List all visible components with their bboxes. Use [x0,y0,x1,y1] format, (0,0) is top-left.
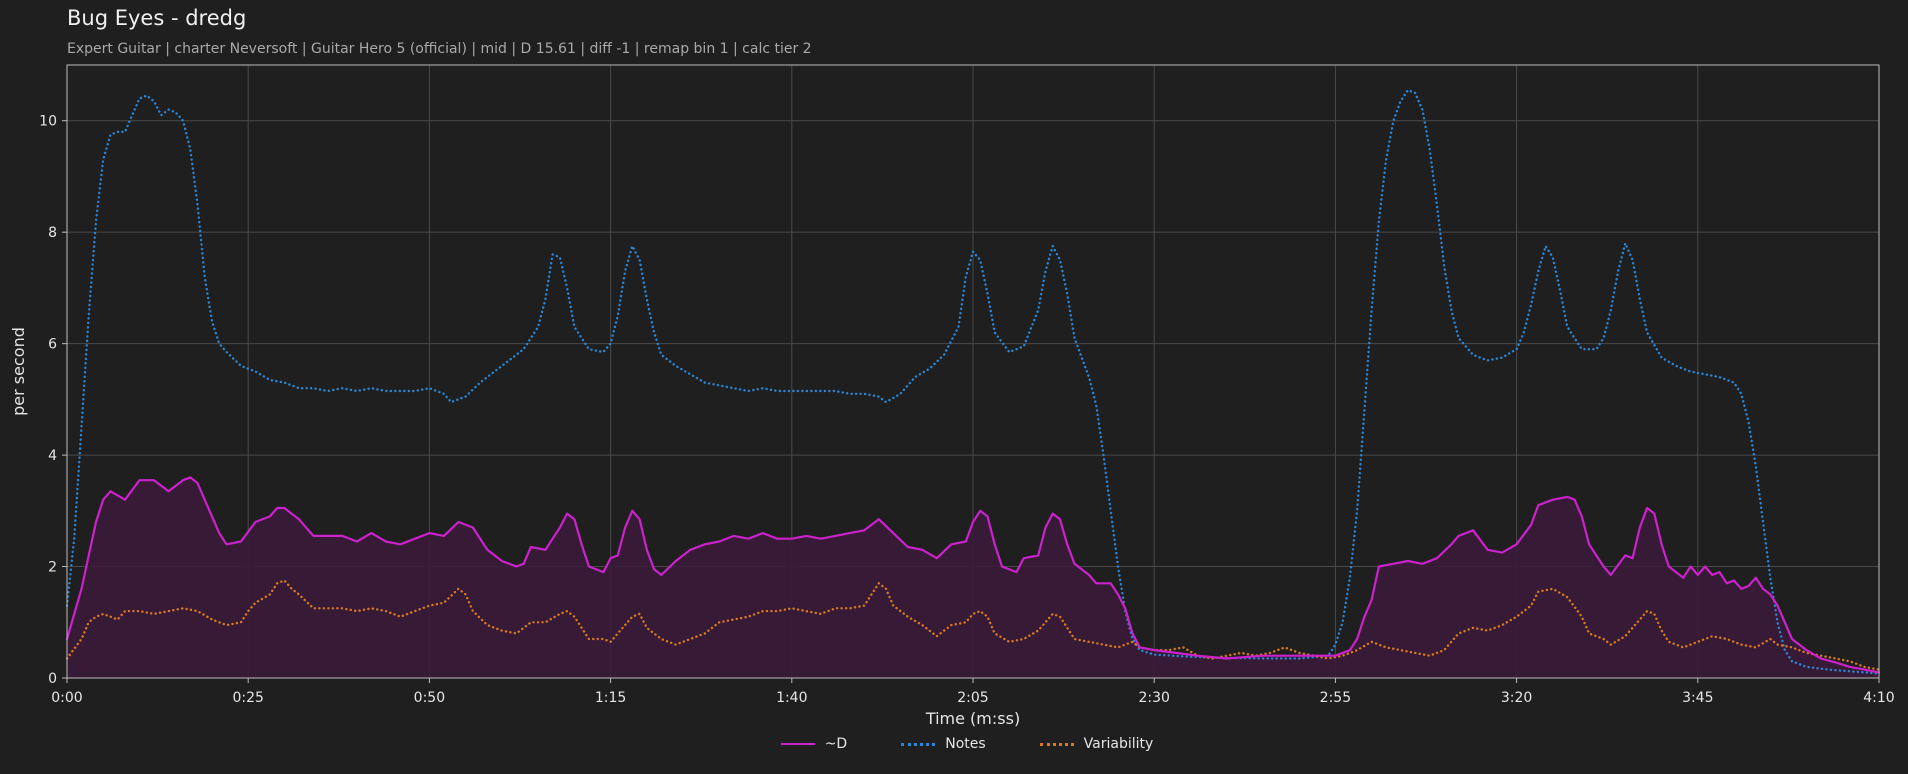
x-tick-label: 3:20 [1501,690,1532,706]
x-tick-label: 1:40 [776,690,807,706]
series-layer [65,88,1881,678]
series-fill-d [67,477,1879,678]
y-tick-label: 4 [48,448,57,464]
legend-label: Variability [1083,736,1154,752]
legend-label: ~D [824,736,848,752]
x-tick-label: 2:05 [957,690,988,706]
chart-title: Bug Eyes - dredg [67,6,247,30]
x-tick-label: 0:00 [51,690,82,706]
tick-labels: 0:00 0:25 0:50 1:15 1:40 2:05 2:30 2:55 3:20 3:45… [39,114,1895,706]
legend: ~D Notes Variability [0,736,1908,752]
legend-swatch [901,742,936,746]
y-tick-label: 10 [39,114,57,130]
x-tick-label: 0:50 [414,690,445,706]
x-tick-label: 2:55 [1320,690,1351,706]
x-tick-label: 4:10 [1863,690,1894,706]
x-tick-label: 0:25 [232,690,263,706]
x-tick-label: 1:15 [595,690,626,706]
legend-item-notes: Notes [875,736,986,752]
series-line-variability [65,579,1881,671]
y-tick-label: 0 [48,671,57,687]
y-tick-label: 8 [48,225,57,241]
legend-swatch [780,743,815,745]
y-axis-label: per second [9,327,28,416]
series-line-notes [65,88,1881,675]
y-tick-label: 2 [48,560,57,576]
x-axis-label: Time (m:ss) [925,709,1020,728]
legend-item-variability: Variability [1014,736,1154,752]
series-line-d [65,476,1881,674]
legend-label: Notes [945,736,986,752]
legend-item-d: ~D [755,736,848,752]
legend-swatch [1039,742,1074,746]
chart-subtitle: Expert Guitar | charter Neversoft | Guit… [67,41,812,57]
y-tick-label: 6 [48,337,57,353]
x-tick-label: 2:30 [1138,690,1169,706]
x-tick-label: 3:45 [1682,690,1713,706]
